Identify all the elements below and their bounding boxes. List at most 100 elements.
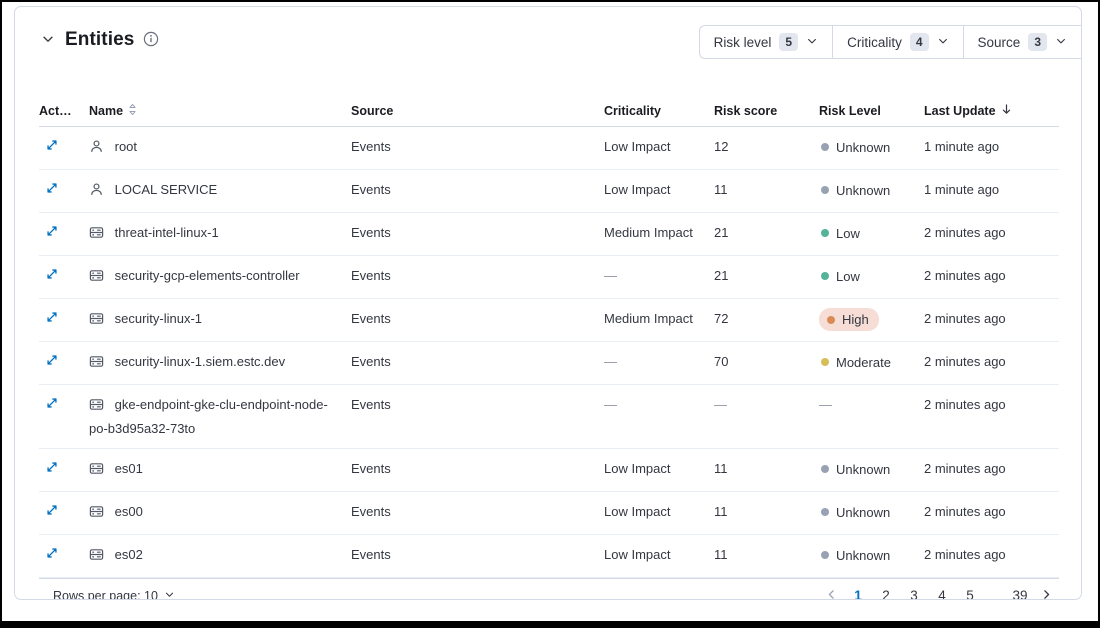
- table-row: security-linux-1 Events Medium Impact 72…: [39, 299, 1059, 342]
- column-header-criticality: Criticality: [604, 104, 661, 118]
- risk-level-cell: High: [819, 308, 924, 331]
- collapse-section-button[interactable]: [39, 30, 57, 51]
- risk-level-dot-icon: [821, 143, 829, 151]
- entity-name-text: es02: [114, 547, 143, 562]
- expand-icon: [45, 353, 59, 370]
- column-header-name[interactable]: Name: [89, 103, 351, 119]
- name-cell: gke-endpoint-gke-clu-endpoint-node-po-b3…: [89, 394, 351, 439]
- risk-level-badge: Unknown: [819, 502, 892, 523]
- page-button-5[interactable]: 5: [958, 584, 982, 599]
- filter-count-badge: 3: [1028, 33, 1047, 51]
- column-header-last-update[interactable]: Last Update: [924, 103, 1059, 119]
- criticality-cell: Low Impact: [604, 504, 671, 519]
- expand-icon: [45, 396, 59, 413]
- host-icon: [89, 547, 104, 568]
- sort-desc-arrow-icon: [1000, 103, 1013, 119]
- expand-entity-button[interactable]: [39, 351, 59, 370]
- last-update-cell: 2 minutes ago: [924, 354, 1006, 369]
- host-icon: [89, 504, 104, 525]
- risk-level-dot-icon: [827, 315, 835, 324]
- source-cell: Events: [351, 504, 391, 519]
- page-title: Entities: [65, 29, 135, 50]
- risk-level-cell: Low: [819, 265, 924, 287]
- chevron-down-icon: [164, 589, 175, 599]
- risk-level-label: Low: [836, 225, 860, 241]
- expand-entity-button[interactable]: [39, 265, 59, 284]
- table-row: threat-intel-linux-1 Events Medium Impac…: [39, 213, 1059, 256]
- table-footer: Rows per page: 10 1 2 3 4 5 … 39: [39, 578, 1059, 599]
- next-page-button[interactable]: [1036, 584, 1057, 599]
- source-cell: Events: [351, 311, 391, 326]
- actions-cell: [39, 265, 89, 284]
- risk-level-label: Low: [836, 268, 860, 284]
- source-cell: Events: [351, 397, 391, 412]
- risk-level-cell: Unknown: [819, 179, 924, 201]
- info-button[interactable]: [142, 30, 160, 51]
- source-cell: Events: [351, 547, 391, 562]
- expand-entity-button[interactable]: [39, 394, 59, 413]
- criticality-cell: —: [604, 268, 617, 283]
- risk-level-badge: Low: [819, 223, 862, 244]
- expand-entity-button[interactable]: [39, 458, 59, 477]
- source-cell: Events: [351, 354, 391, 369]
- name-cell: security-linux-1: [89, 308, 351, 332]
- risk-level-badge: Unknown: [819, 459, 892, 480]
- risk-score-cell: 21: [714, 225, 729, 240]
- criticality-cell: —: [604, 397, 617, 412]
- page-button-4[interactable]: 4: [930, 584, 954, 599]
- previous-page-button[interactable]: [821, 584, 842, 599]
- risk-level-badge: Unknown: [819, 545, 892, 566]
- filter-risk-level[interactable]: Risk level 5: [700, 26, 832, 58]
- chevron-down-icon: [806, 35, 818, 50]
- entity-name-text: security-linux-1.siem.estc.dev: [114, 354, 286, 369]
- entity-name-text: LOCAL SERVICE: [114, 182, 218, 197]
- risk-level-dot-icon: [821, 508, 829, 516]
- expand-entity-button[interactable]: [39, 501, 59, 520]
- filter-criticality[interactable]: Criticality 4: [832, 26, 962, 58]
- page-button-39[interactable]: 39: [1008, 584, 1032, 599]
- risk-score-cell: 11: [714, 504, 728, 519]
- name-cell: es02: [89, 544, 351, 568]
- entity-name-text: security-linux-1: [114, 311, 203, 326]
- criticality-cell: Low Impact: [604, 461, 671, 476]
- page-button-2[interactable]: 2: [874, 584, 898, 599]
- criticality-cell: Medium Impact: [604, 311, 693, 326]
- expand-entity-button[interactable]: [39, 136, 59, 155]
- host-icon: [89, 311, 104, 332]
- last-update-cell: 2 minutes ago: [924, 461, 1006, 476]
- source-cell: Events: [351, 225, 391, 240]
- expand-entity-button[interactable]: [39, 179, 59, 198]
- risk-level-cell: Unknown: [819, 544, 924, 566]
- risk-level-cell: Unknown: [819, 136, 924, 158]
- rows-per-page-button[interactable]: Rows per page: 10: [39, 589, 175, 599]
- risk-level-cell: Low: [819, 222, 924, 244]
- page-number-list: 1 2 3 4 5 … 39: [846, 584, 1032, 599]
- pagination: 1 2 3 4 5 … 39: [821, 584, 1059, 599]
- risk-level-dot-icon: [821, 272, 829, 280]
- last-update-cell: 2 minutes ago: [924, 311, 1006, 326]
- filter-source[interactable]: Source 3: [962, 26, 1081, 58]
- table-row: es02 Events Low Impact 11 Unknown 2 minu…: [39, 535, 1059, 578]
- table-row: LOCAL SERVICE Events Low Impact 11 Unkno…: [39, 170, 1059, 213]
- chevron-down-icon: [41, 32, 55, 49]
- expand-entity-button[interactable]: [39, 222, 59, 241]
- page-button-1[interactable]: 1: [846, 584, 870, 599]
- source-cell: Events: [351, 139, 391, 154]
- filter-label: Risk level: [713, 34, 772, 50]
- page-button-3[interactable]: 3: [902, 584, 926, 599]
- user-icon: [89, 139, 104, 160]
- expand-icon: [45, 267, 59, 284]
- risk-score-cell: 12: [714, 139, 729, 154]
- risk-level-dot-icon: [821, 229, 829, 237]
- expand-entity-button[interactable]: [39, 544, 59, 563]
- title-wrap: Entities: [39, 25, 160, 51]
- entity-name-text: gke-endpoint-gke-clu-endpoint-node-po-b3…: [89, 397, 328, 436]
- name-cell: threat-intel-linux-1: [89, 222, 351, 246]
- risk-level-dot-icon: [821, 465, 829, 473]
- entity-name-text: es00: [114, 504, 143, 519]
- expand-entity-button[interactable]: [39, 308, 59, 327]
- criticality-cell: Low Impact: [604, 547, 671, 562]
- panel-header: Entities Risk level 5 Criticality: [15, 7, 1081, 97]
- chevron-left-icon: [825, 588, 838, 599]
